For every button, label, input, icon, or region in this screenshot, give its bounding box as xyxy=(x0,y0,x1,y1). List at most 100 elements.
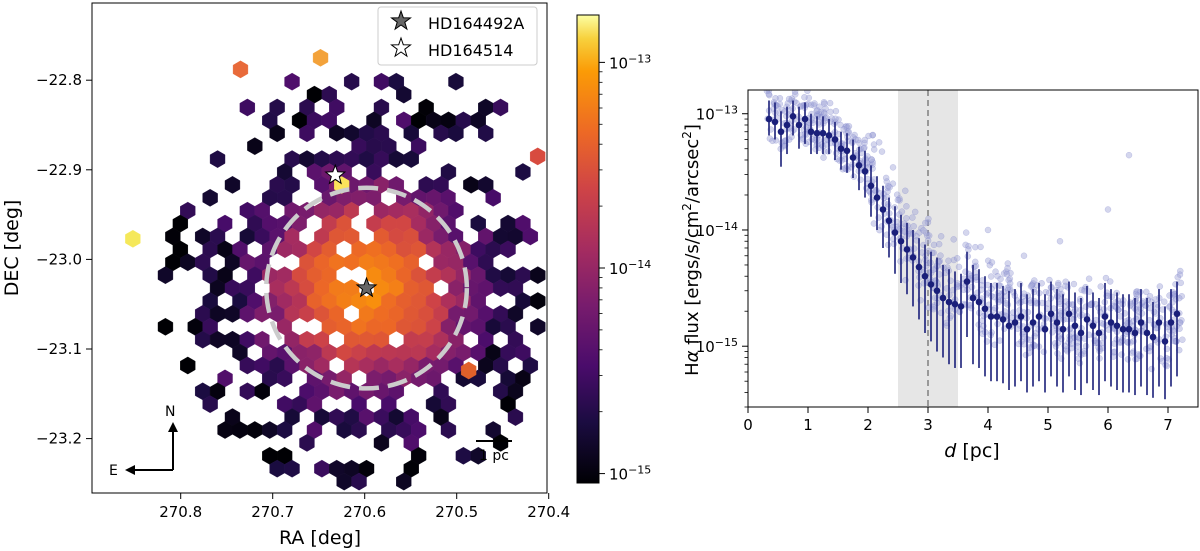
profile-y-label-h: H xyxy=(682,362,703,376)
scatter-point xyxy=(962,229,970,236)
map-x-tick-label: 270.5 xyxy=(435,503,478,521)
scatter-point xyxy=(1097,283,1105,290)
scatter-point xyxy=(1057,285,1064,293)
hexbin-cell xyxy=(232,60,249,79)
binned-point xyxy=(837,145,845,153)
binned-point xyxy=(927,281,935,288)
binned-point xyxy=(1011,319,1019,326)
binned-point xyxy=(1167,319,1175,326)
compass: N E xyxy=(109,404,178,479)
scatter-point xyxy=(955,263,963,271)
scatter-point xyxy=(843,122,850,130)
scatter-point xyxy=(813,107,820,115)
scatter-point xyxy=(1042,288,1050,296)
scatter-point xyxy=(898,208,906,215)
scatter-point xyxy=(1020,252,1028,260)
hexbin-cell xyxy=(202,395,218,414)
binned-point xyxy=(903,246,911,253)
binned-point xyxy=(1083,316,1091,323)
scatter-point xyxy=(1104,206,1112,213)
scatter-point xyxy=(807,101,815,108)
colorbar-tick-label: 10−13 xyxy=(609,52,651,73)
scatter-point xyxy=(971,258,979,266)
scatter-point xyxy=(821,100,828,108)
hexbin-cell xyxy=(247,137,263,156)
scatter-point xyxy=(920,227,927,234)
scatter-point xyxy=(1174,273,1181,281)
scatter-point xyxy=(1132,290,1140,298)
hexbin-cell xyxy=(485,188,501,207)
binned-point xyxy=(939,294,947,302)
radial-profile-panel: 0 1 2 3 4 5 6 7 10−13 10−14 10−15 d [pc] Hα flux … xyxy=(680,89,1199,462)
scatter-point xyxy=(868,156,875,163)
map-y-tick-label: −22.9 xyxy=(36,161,82,179)
binned-point xyxy=(819,129,827,137)
scatter-point xyxy=(924,237,932,244)
scatter-point xyxy=(1152,296,1159,303)
map-axes-frame xyxy=(91,2,548,494)
scatter-point xyxy=(832,107,840,115)
scatter-point xyxy=(851,131,858,139)
scatter-point xyxy=(870,146,878,153)
scatter-point xyxy=(870,220,878,227)
binned-point xyxy=(831,136,839,143)
scatter-point xyxy=(1068,330,1076,337)
scatter-point xyxy=(992,268,999,275)
profile-y-label-mid: /arcsec xyxy=(682,139,703,203)
scatter-point xyxy=(875,139,883,146)
compass-east-label: E xyxy=(109,463,118,479)
hexbin-cell xyxy=(373,72,390,91)
hexbin-cell xyxy=(351,472,367,491)
scatter-point xyxy=(796,103,804,111)
scatter-point xyxy=(1031,277,1038,284)
scatter-point xyxy=(785,95,793,103)
colorbar-tick-label: 10−14 xyxy=(609,257,651,278)
binned-point xyxy=(909,254,917,261)
hexbin-cell xyxy=(530,317,546,336)
binned-point xyxy=(825,132,833,139)
scatter-point xyxy=(997,275,1004,283)
binned-point xyxy=(801,115,809,123)
profile-y-axis-label: Hα flux [ergs/s/cm2/arcsec2] xyxy=(680,124,703,376)
scatter-point xyxy=(837,121,844,129)
scatter-point xyxy=(878,148,886,155)
radius-circle-layer xyxy=(264,185,470,391)
hexbin-cell xyxy=(461,361,477,380)
colorbar-tick-label: 10−15 xyxy=(609,463,651,484)
scatter-point xyxy=(885,182,892,190)
scatter-point xyxy=(804,90,811,95)
colorbar-gradient xyxy=(576,14,600,484)
hexbin-cell xyxy=(515,163,531,181)
hexbin-cell xyxy=(470,446,486,465)
profile-x-tick-label: 0 xyxy=(743,416,753,434)
scatter-point xyxy=(869,132,876,139)
scatter-point xyxy=(811,100,818,107)
scatter-point xyxy=(1125,151,1133,159)
hexbin-cell xyxy=(530,266,546,285)
scatter-point xyxy=(1005,276,1012,284)
scatter-point xyxy=(1003,271,1011,278)
scatter-point xyxy=(884,184,891,192)
scatter-point xyxy=(1176,271,1184,278)
scatter-point xyxy=(845,128,852,135)
map-y-tick-label: −23.2 xyxy=(36,430,82,448)
scatter-point xyxy=(896,197,903,204)
scatter-point xyxy=(808,135,816,143)
binned-point xyxy=(1113,322,1121,330)
scatter-point xyxy=(954,255,961,262)
scatter-point xyxy=(916,229,923,236)
binned-point xyxy=(951,300,959,308)
hexbin-cell xyxy=(209,150,226,168)
binned-point xyxy=(891,229,899,236)
scatter-point xyxy=(1020,340,1028,348)
scatter-point xyxy=(930,241,938,249)
binned-point xyxy=(999,316,1007,323)
profile-y-tick-label: 10−13 xyxy=(696,103,738,124)
binned-point xyxy=(1155,319,1163,326)
binned-point xyxy=(1143,329,1151,337)
scatter-point xyxy=(1055,279,1062,287)
binned-point xyxy=(1089,322,1097,330)
binned-point xyxy=(915,263,923,271)
scatter-point xyxy=(769,137,776,145)
